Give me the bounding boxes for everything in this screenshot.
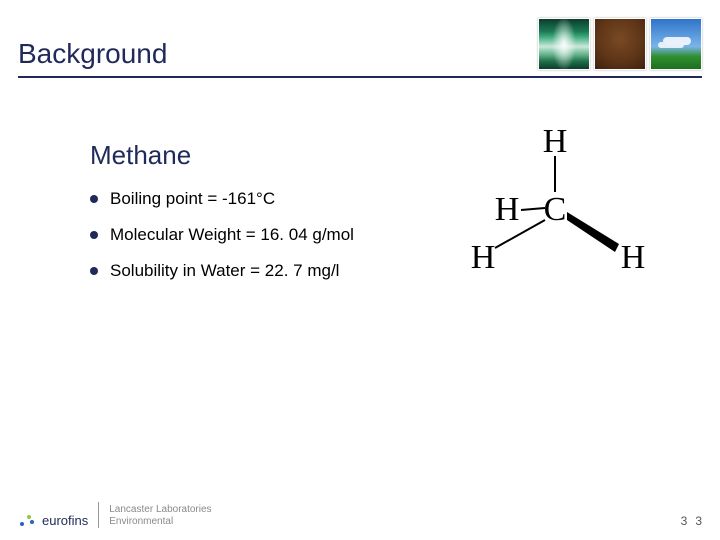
footer-brand: eurofins (18, 513, 88, 528)
page-number-a: 3 (681, 514, 688, 528)
thumb-soil (594, 18, 646, 70)
lab-line-1: Lancaster Laboratories (109, 504, 211, 516)
atom-label: C (544, 191, 567, 228)
bond-line (521, 208, 545, 210)
atom-label: H (495, 191, 520, 228)
footer: eurofins Lancaster Laboratories Environm… (18, 502, 702, 528)
page-number-b: 3 (695, 514, 702, 528)
header-thumbnails (538, 18, 702, 70)
brand-icon (18, 514, 36, 528)
header-rule (18, 76, 702, 78)
bond-wedge (567, 212, 619, 252)
thumb-water (538, 18, 590, 70)
footer-lab: Lancaster Laboratories Environmental (109, 504, 211, 528)
slide: Background Methane Boiling point = -161°… (0, 0, 720, 540)
atom-label: H (471, 239, 496, 276)
molecule-diagram: H C H H H (455, 120, 660, 290)
brand-text: eurofins (42, 513, 88, 528)
lab-line-2: Environmental (109, 516, 211, 528)
footer-divider (98, 502, 99, 528)
slide-title: Background (18, 38, 538, 70)
header-row: Background (0, 0, 720, 70)
atom-label: H (621, 239, 646, 276)
thumb-sky (650, 18, 702, 70)
atom-label: H (543, 123, 568, 160)
